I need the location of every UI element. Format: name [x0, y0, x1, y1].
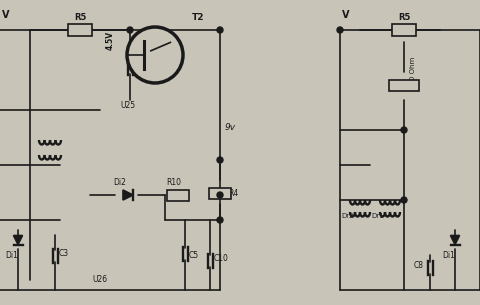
Polygon shape — [13, 235, 23, 245]
Text: R5: R5 — [74, 13, 86, 22]
Circle shape — [401, 127, 407, 133]
Text: C10: C10 — [214, 254, 229, 263]
Text: Di1: Di1 — [442, 251, 455, 260]
Text: Di1: Di1 — [5, 251, 18, 260]
Text: C8: C8 — [414, 261, 424, 270]
Text: V: V — [342, 10, 349, 20]
Bar — [389, 80, 419, 91]
Text: R5: R5 — [398, 13, 410, 22]
Text: C2: C2 — [135, 68, 145, 77]
Text: T2: T2 — [192, 13, 204, 22]
Circle shape — [337, 27, 343, 33]
Polygon shape — [123, 190, 133, 200]
Circle shape — [127, 27, 133, 33]
Circle shape — [127, 27, 183, 83]
Circle shape — [217, 157, 223, 163]
Text: V: V — [2, 10, 10, 20]
Text: C3: C3 — [59, 249, 69, 258]
Bar — [392, 24, 416, 36]
Circle shape — [217, 217, 223, 223]
Text: 4.5V: 4.5V — [106, 31, 115, 50]
Circle shape — [217, 27, 223, 33]
Text: R10: R10 — [167, 178, 181, 187]
Text: R4: R4 — [228, 189, 238, 198]
Circle shape — [217, 192, 223, 198]
Text: C5: C5 — [189, 251, 199, 260]
Text: Di2: Di2 — [114, 178, 126, 187]
Bar — [167, 189, 189, 200]
Text: Dr1: Dr1 — [372, 213, 384, 219]
Text: 9v: 9v — [225, 123, 236, 132]
Text: U25: U25 — [120, 101, 135, 110]
Text: Dr2: Dr2 — [342, 213, 354, 219]
Circle shape — [401, 197, 407, 203]
Bar — [209, 188, 231, 199]
Polygon shape — [451, 235, 459, 245]
Bar — [68, 24, 92, 36]
Text: U26: U26 — [93, 275, 108, 284]
Text: 200 Ohm: 200 Ohm — [410, 57, 416, 89]
